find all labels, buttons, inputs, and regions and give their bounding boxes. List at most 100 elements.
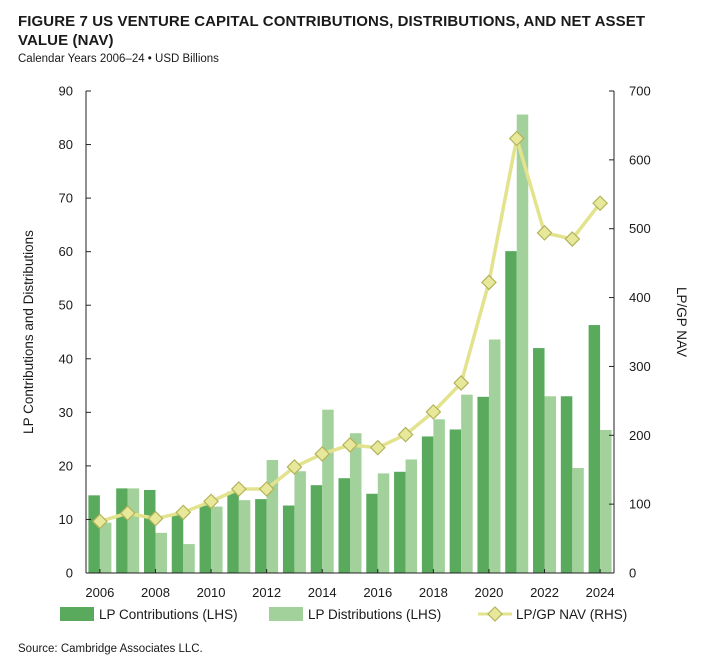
chart-title: FIGURE 7 US VENTURE CAPITAL CONTRIBUTION…: [18, 13, 646, 49]
source-note: Source: Cambridge Associates LLC.: [18, 643, 203, 655]
bar-distributions-2021: [516, 114, 529, 573]
bar-distributions-2017: [405, 459, 418, 573]
bar-distributions-2009: [183, 544, 195, 573]
nav-line-layer: [91, 130, 609, 530]
bar-distributions-2015: [350, 433, 362, 573]
y-left-tick-label: 80: [59, 137, 73, 152]
x-tick-label: 2020: [474, 585, 503, 600]
bar-contributions-2011: [227, 491, 239, 573]
legend-nav-marker: [487, 606, 503, 622]
nav-point-2015: [342, 437, 358, 453]
bar-distributions-2024: [600, 430, 612, 573]
x-tick-label: 2016: [363, 585, 392, 600]
bar-contributions-2018: [421, 436, 434, 573]
bars-layer: [88, 114, 612, 573]
legend-contributions-label: LP Contributions (LHS): [99, 607, 238, 622]
nav-point-2011: [230, 481, 247, 497]
nav-point-2014: [314, 445, 331, 462]
nav-point-2020: [481, 274, 497, 291]
y-right-tick-label: 0: [629, 566, 636, 581]
bar-contributions-2019: [449, 429, 462, 573]
x-tick-label: 2006: [85, 585, 114, 600]
bar-distributions-2007: [127, 488, 140, 573]
legend-distributions-label: LP Distributions (LHS): [308, 607, 441, 622]
nav-point-2012: [258, 481, 275, 497]
y-left-tick-label: 50: [59, 298, 73, 313]
y-right-tick-label: 300: [629, 359, 651, 374]
bar-distributions-2022: [544, 396, 557, 573]
nav-point-2017: [397, 426, 414, 443]
y-axis-right-label: LP/GP NAV: [674, 287, 689, 357]
y-left-tick-label: 30: [59, 405, 73, 420]
nav-point-2008: [147, 510, 164, 527]
y-left-tick-label: 40: [59, 351, 73, 366]
nav-point-2018: [425, 403, 442, 420]
bar-contributions-2010: [199, 505, 212, 573]
bar-distributions-2019: [461, 394, 473, 573]
y-right-tick-label: 100: [629, 497, 651, 512]
bar-distributions-2020: [488, 339, 501, 573]
bar-distributions-2010: [211, 506, 223, 573]
bar-distributions-2014: [322, 409, 334, 573]
y-right-tick-label: 200: [629, 428, 651, 443]
bar-contributions-2013: [282, 505, 295, 573]
bar-contributions-2024: [588, 325, 601, 573]
bar-contributions-2012: [255, 499, 267, 573]
bar-contributions-2014: [310, 485, 323, 573]
nav-point-2016: [369, 439, 386, 456]
nav-point-2009: [175, 504, 192, 521]
y-left-tick-label: 90: [59, 84, 73, 99]
x-tick-label: 2022: [530, 585, 559, 600]
nav-point-2007: [119, 505, 136, 522]
bar-distributions-2011: [238, 500, 251, 573]
chart-subtitle: Calendar Years 2006–24 • USD Billions: [18, 53, 219, 65]
nav-point-2024: [592, 195, 609, 212]
nav-point-2010: [203, 493, 219, 510]
bar-distributions-2013: [294, 471, 306, 573]
bar-contributions-2021: [505, 251, 517, 573]
nav-point-2021: [508, 130, 525, 147]
nav-point-2023: [564, 231, 581, 247]
bar-contributions-2020: [477, 396, 489, 573]
x-tick-label: 2018: [419, 585, 448, 600]
bar-distributions-2012: [266, 459, 279, 573]
y-right-tick-label: 700: [629, 84, 651, 99]
legend: LP Contributions (LHS) LP Distributions …: [60, 606, 627, 622]
y-right-tick-label: 400: [629, 290, 651, 305]
y-left-tick-label: 0: [66, 566, 73, 581]
bar-distributions-2006: [99, 522, 112, 573]
bar-contributions-2008: [143, 489, 156, 573]
y-left-tick-label: 70: [59, 191, 73, 206]
bar-contributions-2023: [560, 396, 573, 573]
legend-contributions-swatch: [60, 607, 94, 621]
y-left-tick-label: 60: [59, 244, 73, 259]
axes-layer: 0 10 20 30 40 50 60 70 80 90 0 100 200 300 400 500 600 70…: [59, 84, 651, 601]
bar-contributions-2022: [533, 348, 545, 573]
bar-contributions-2017: [394, 471, 406, 573]
x-tick-label: 2008: [141, 585, 170, 600]
bar-distributions-2008: [155, 532, 167, 573]
bar-distributions-2016: [377, 473, 390, 573]
bar-distributions-2018: [433, 419, 445, 573]
bar-contributions-2015: [338, 478, 350, 573]
x-tick-label: 2010: [197, 585, 226, 600]
y-right-tick-label: 500: [629, 221, 651, 236]
bar-contributions-2006: [88, 495, 100, 573]
bar-contributions-2007: [116, 488, 128, 573]
y-right-tick-label: 600: [629, 152, 651, 167]
x-tick-label: 2012: [252, 585, 281, 600]
y-left-tick-label: 20: [59, 458, 73, 473]
bar-distributions-2023: [572, 468, 584, 573]
nav-point-2019: [453, 375, 470, 391]
y-axis-left-label: LP Contributions and Distributions: [21, 230, 36, 434]
nav-point-2022: [536, 224, 553, 241]
legend-nav-label: LP/GP NAV (RHS): [516, 607, 627, 622]
nav-point-2013: [286, 459, 303, 475]
legend-distributions-swatch: [269, 607, 303, 621]
bar-contributions-2016: [366, 493, 378, 573]
x-tick-label: 2024: [586, 585, 615, 600]
x-tick-label: 2014: [308, 585, 337, 600]
bar-contributions-2009: [171, 515, 184, 573]
chart-canvas: 0 10 20 30 40 50 60 70 80 90 0 100 200 300 400 500 600 70…: [21, 84, 689, 623]
y-left-tick-label: 10: [59, 512, 73, 527]
